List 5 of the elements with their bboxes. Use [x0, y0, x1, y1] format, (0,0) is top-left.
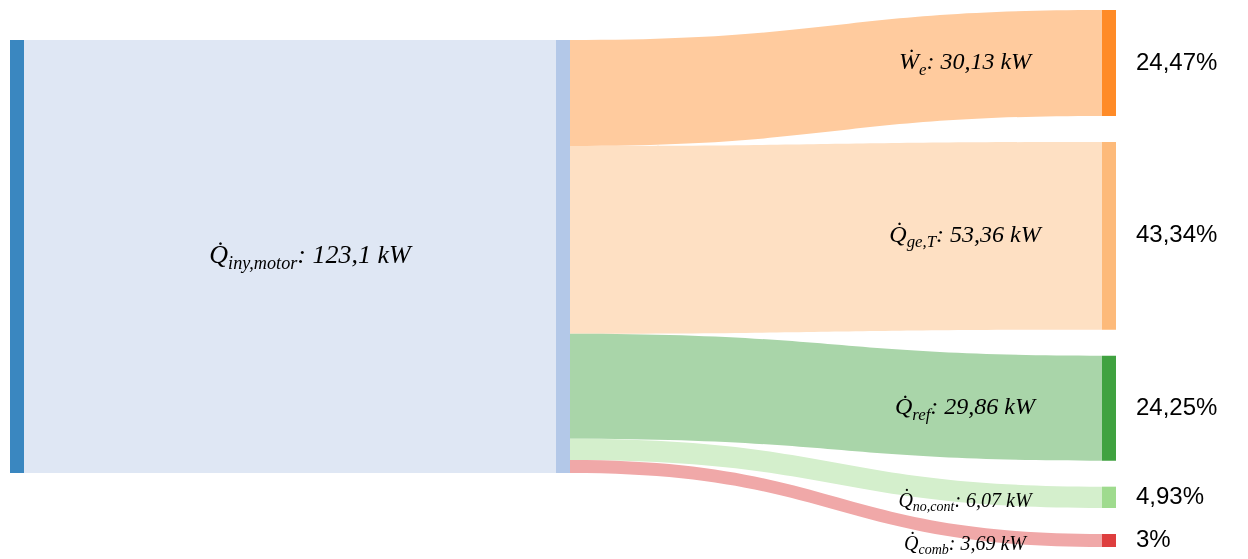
data-label: 24,25% — [1136, 392, 1218, 420]
data-label: 3% — [1136, 525, 1171, 553]
data-label: 4,93% — [1136, 481, 1205, 509]
data-label: 24,47% — [1136, 47, 1218, 75]
data-label: 43,34% — [1136, 220, 1218, 248]
